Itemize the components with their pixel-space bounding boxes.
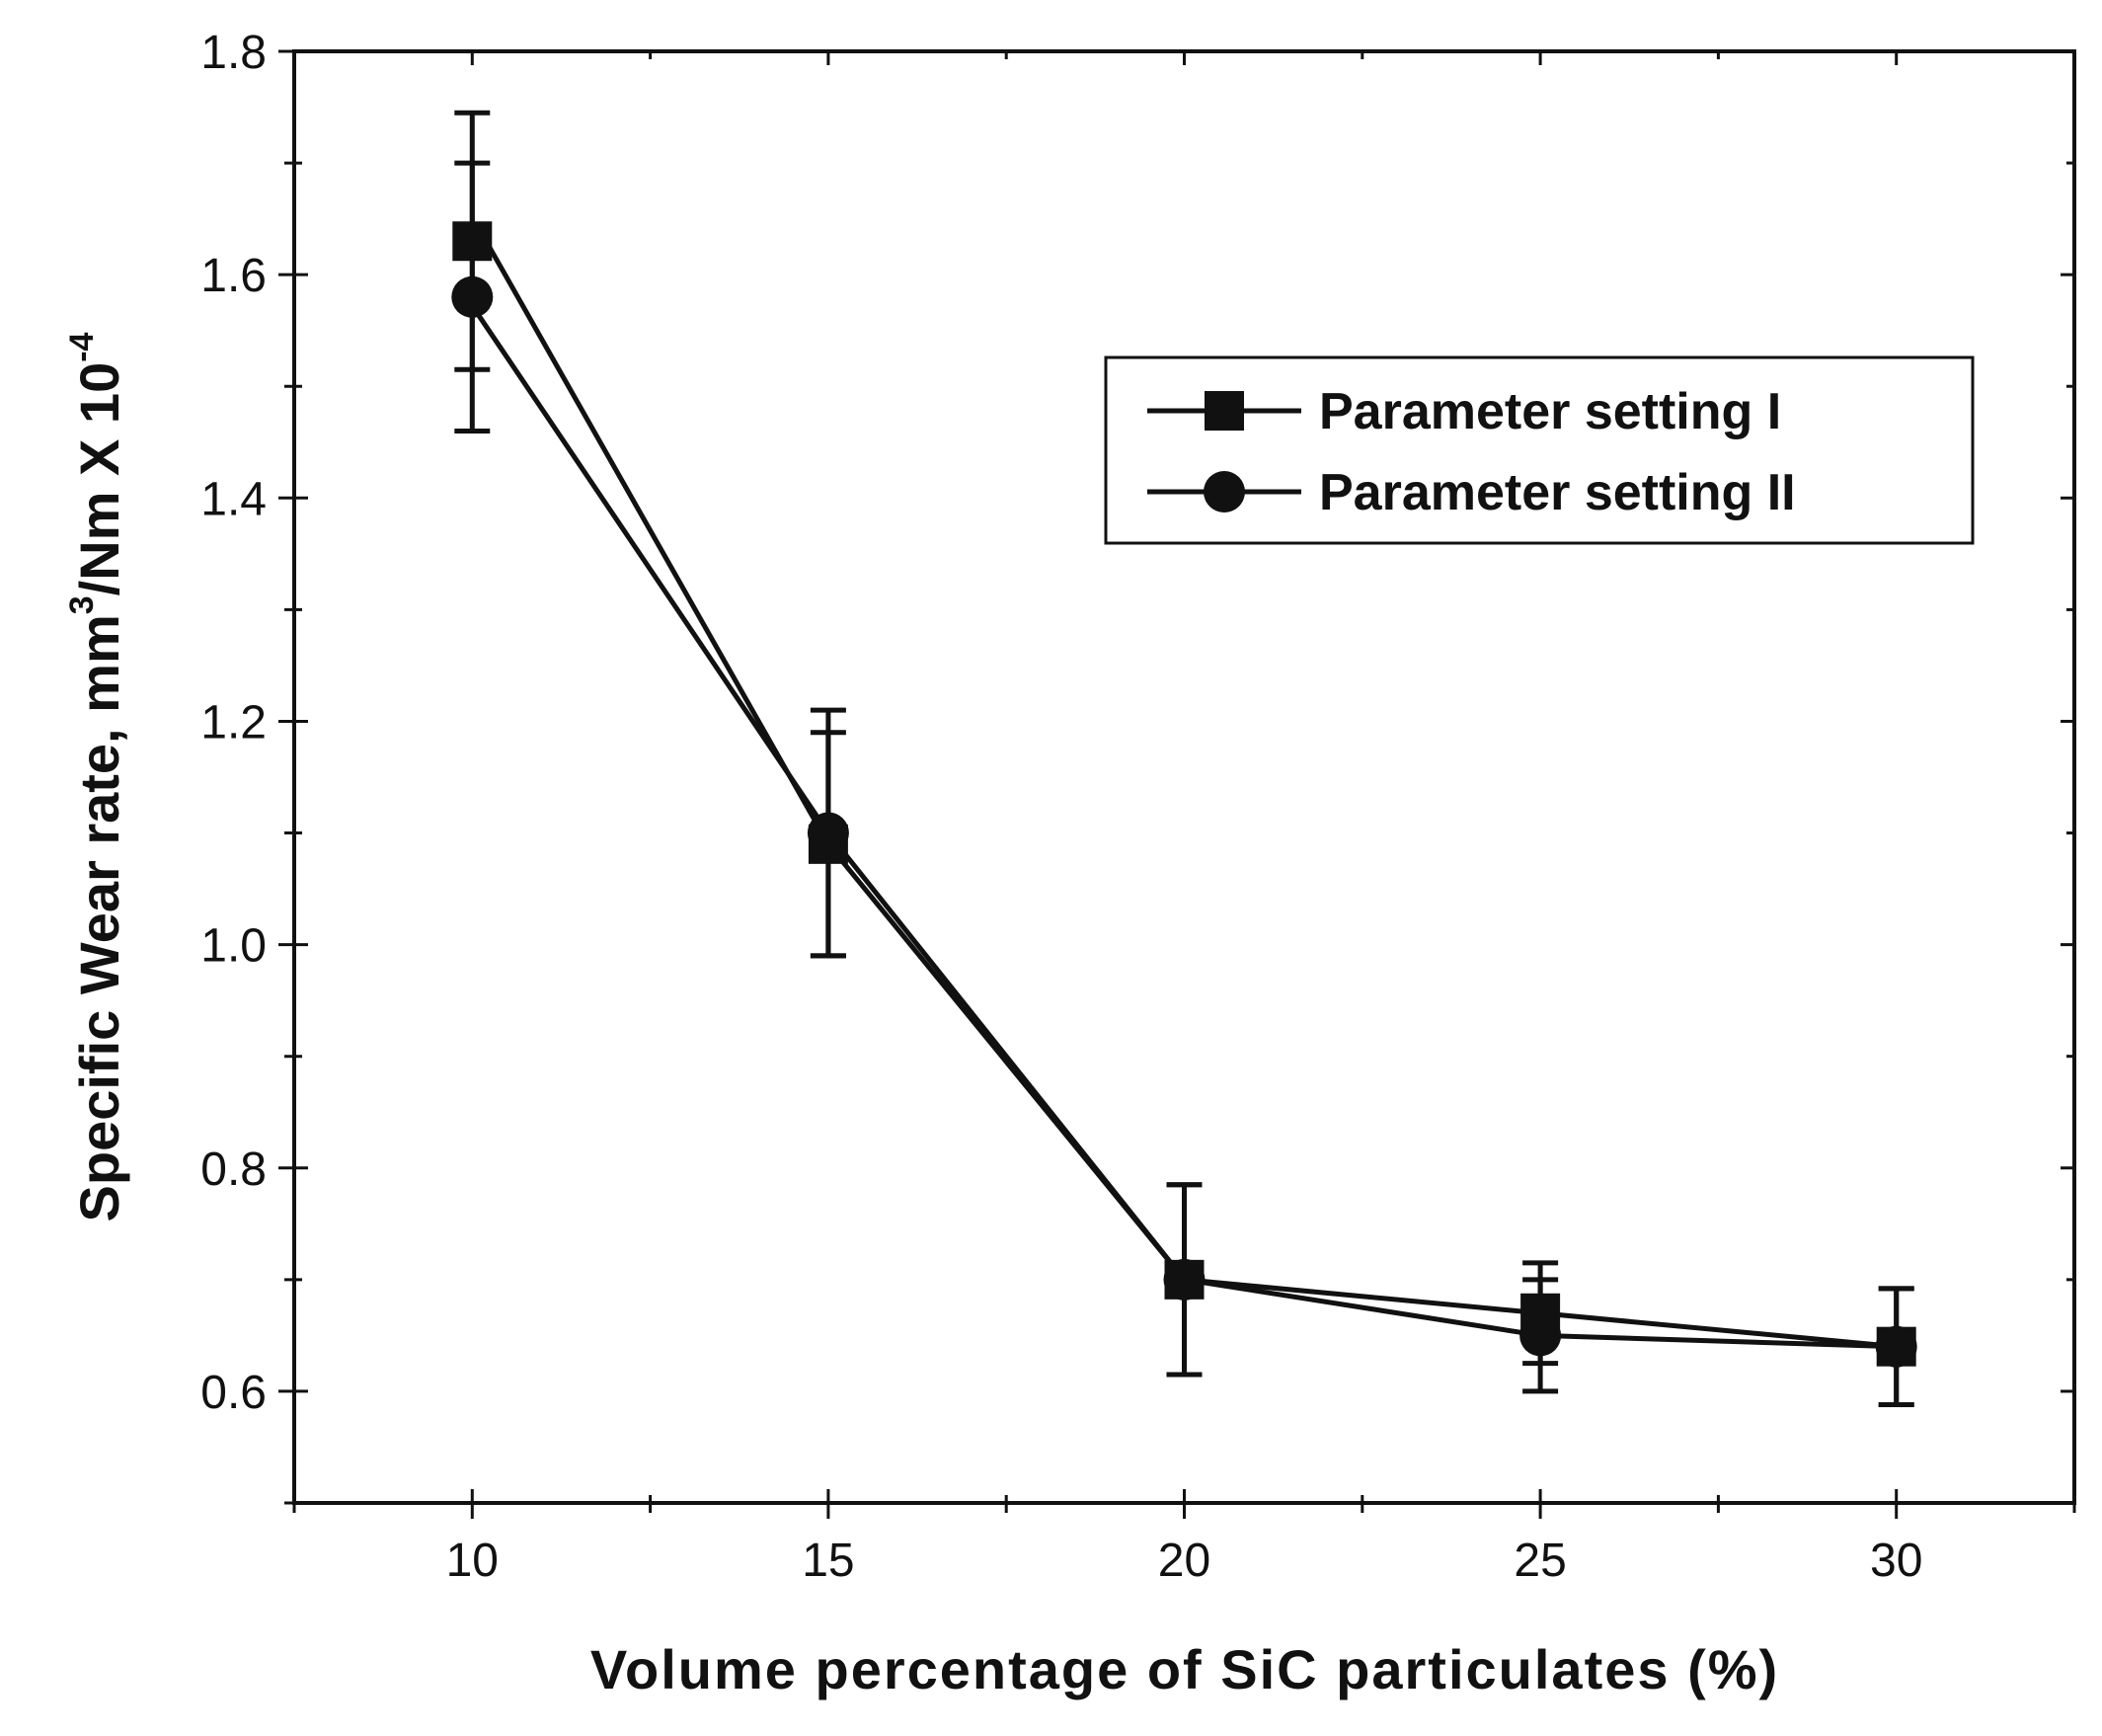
- y-tick-label: 1.6: [200, 250, 267, 302]
- x-tick-label: 10: [446, 1535, 499, 1587]
- x-tick-label: 20: [1158, 1535, 1210, 1587]
- y-axis-title: Specific Wear rate, mm3/Nm X 10-4: [63, 332, 130, 1222]
- legend: Parameter setting I Parameter setting II: [1104, 355, 1975, 545]
- series-layer: [451, 110, 1917, 1407]
- y-tick-label: 1.0: [200, 920, 267, 973]
- ticks-layer: 10 15 20 25 30 0.6 0.8 1.0 1.2 1.4 1.6 1.8: [200, 27, 2076, 1587]
- legend-label-series-2: Parameter setting II: [1319, 464, 1796, 521]
- data-point-circle: [451, 276, 494, 318]
- x-tick-label: 15: [802, 1535, 854, 1587]
- legend-label-series-1: Parameter setting I: [1319, 383, 1781, 440]
- y-tick-label: 0.8: [200, 1144, 267, 1196]
- x-axis-title: Volume percentage of SiC particulates (%…: [590, 1638, 1779, 1700]
- data-point-circle: [807, 812, 849, 854]
- series-2: [451, 160, 1917, 1407]
- data-point-circle: [1163, 1258, 1206, 1301]
- data-point-circle: [1519, 1314, 1562, 1357]
- y-tick-label: 1.4: [200, 473, 267, 525]
- x-tick-label: 25: [1514, 1535, 1566, 1587]
- data-point-circle: [1875, 1325, 1917, 1368]
- legend-box: [1104, 355, 1975, 545]
- y-tick-label: 1.2: [200, 696, 267, 749]
- legend-circle-marker: [1204, 471, 1245, 513]
- y-tick-label: 0.6: [200, 1367, 267, 1419]
- legend-square-marker: [1205, 391, 1244, 431]
- x-tick-label: 30: [1870, 1535, 1922, 1587]
- y-tick-label: 1.8: [200, 27, 267, 79]
